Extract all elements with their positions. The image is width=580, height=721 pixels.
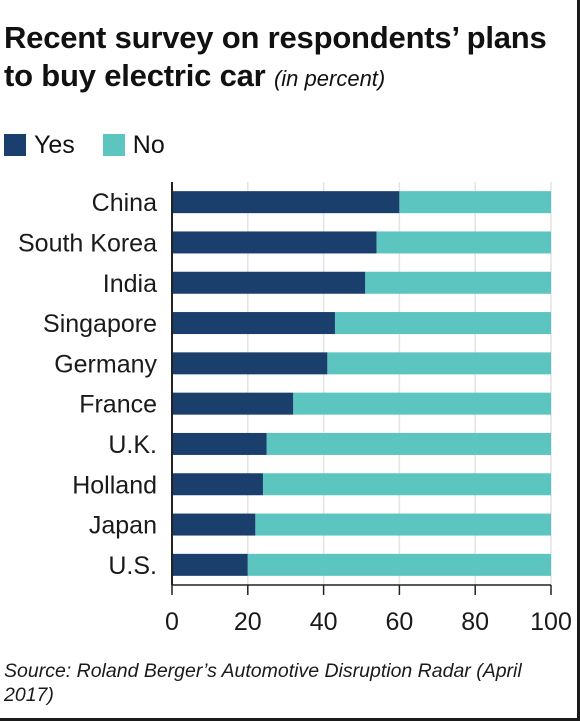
bar-yes — [172, 513, 256, 536]
bar-yes — [172, 392, 294, 415]
bar-no — [334, 312, 551, 335]
bar-no — [365, 271, 551, 294]
bar-chart: China South Korea India Singapore Germany Fra… — [18, 182, 572, 636]
bar-yes — [172, 191, 400, 214]
x-tick-label: 100 — [530, 608, 572, 636]
legend-swatch-yes — [4, 134, 26, 156]
legend-label-no: No — [132, 130, 165, 159]
bar-yes — [172, 271, 366, 294]
x-tick-label: 60 — [385, 608, 413, 636]
x-tick-label: 0 — [165, 608, 179, 636]
bar-no — [255, 513, 551, 536]
bar-no — [262, 473, 551, 496]
bar-yes — [172, 473, 263, 496]
bar-no — [247, 553, 552, 576]
legend-item-yes: Yes — [4, 131, 75, 160]
category-label: Germany — [54, 350, 157, 378]
x-tick-label: 20 — [234, 608, 262, 636]
category-label: Japan — [89, 512, 157, 540]
bar-no — [376, 231, 551, 254]
category-label: U.K. — [108, 431, 157, 459]
bar-no — [399, 191, 551, 214]
x-tick-label: 80 — [461, 608, 489, 636]
legend-label-yes: Yes — [34, 130, 75, 159]
category-label: France — [79, 391, 157, 419]
category-label: India — [103, 270, 157, 298]
legend: Yes No — [4, 129, 193, 161]
chart-title: Recent survey on respondents’ plans to b… — [4, 19, 564, 98]
chart-unit: (in percent) — [273, 66, 386, 91]
bar-no — [266, 432, 551, 455]
bar-yes — [172, 231, 377, 254]
bar-no — [327, 352, 551, 375]
legend-swatch-no — [102, 134, 125, 156]
category-label: South Korea — [18, 229, 157, 257]
category-label: China — [92, 189, 157, 217]
bar-yes — [172, 553, 248, 576]
legend-item-no: No — [102, 130, 165, 160]
category-label: Holland — [72, 471, 157, 499]
bar-yes — [172, 432, 267, 455]
bar-yes — [172, 352, 328, 375]
bar-no — [293, 392, 551, 415]
bar-yes — [172, 312, 335, 335]
x-tick-label: 40 — [310, 608, 338, 636]
category-label: U.S. — [108, 552, 157, 580]
source-note: Source: Roland Berger’s Automotive Disru… — [4, 660, 522, 706]
chart-title-text: Recent survey on respondents’ plans to b… — [4, 20, 547, 93]
category-label: Singapore — [43, 310, 157, 338]
